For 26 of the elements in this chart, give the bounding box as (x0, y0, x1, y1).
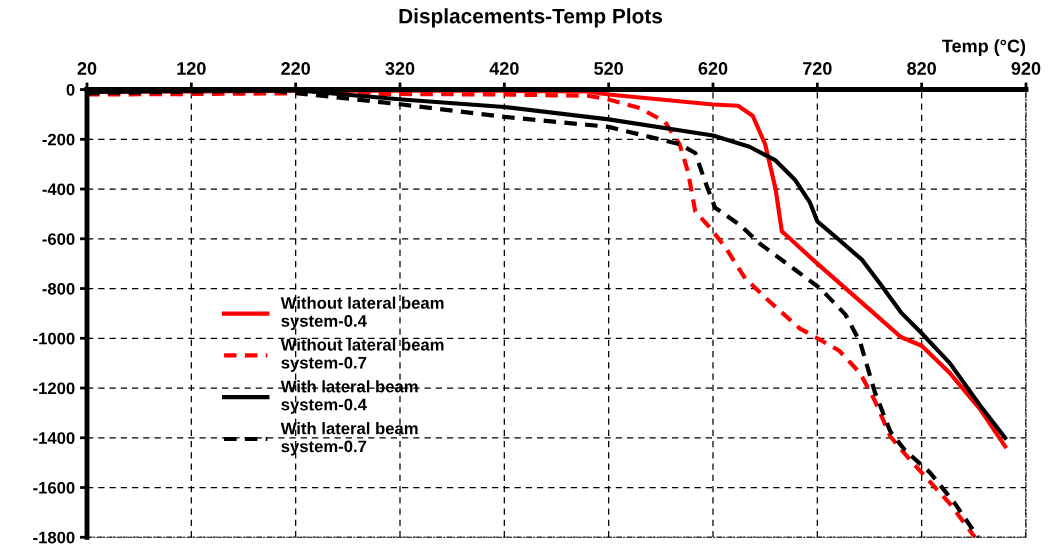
legend-label: Without lateral beam system-0.4 (280, 296, 444, 331)
y-tick-label: -400 (42, 183, 75, 196)
y-tick-label: -200 (42, 133, 75, 146)
x-tick-label: 120 (177, 62, 206, 75)
y-tick-label: 0 (66, 83, 75, 96)
legend-label: Without lateral beam system-0.7 (280, 338, 444, 372)
x-tick-label: 320 (385, 62, 415, 75)
x-tick-label: 220 (281, 62, 310, 75)
x-tick-label: 20 (77, 62, 97, 75)
y-tick-label: -1600 (33, 481, 75, 494)
x-tick-label: 520 (594, 62, 623, 75)
legend-label: With lateral beam system-0.7 (280, 422, 418, 456)
x-tick-label: 920 (1011, 62, 1041, 75)
legend-label: With lateral beam system-0.4 (280, 380, 418, 414)
y-tick-label: -1400 (33, 432, 75, 444)
x-axis-title: Temp (°C) (942, 39, 1026, 56)
y-tick-label: -1000 (33, 332, 75, 345)
y-tick-label: -600 (42, 233, 75, 245)
y-tick-label: -1200 (33, 382, 75, 395)
x-tick-label: 420 (489, 62, 519, 75)
y-tick-label: -1800 (33, 531, 75, 544)
y-tick-label: -800 (42, 282, 75, 295)
x-tick-label: 820 (907, 62, 936, 75)
x-tick-label: 620 (698, 62, 728, 75)
x-tick-label: 720 (803, 62, 832, 75)
chart-title: Displacements-Temp Plots (399, 8, 663, 28)
